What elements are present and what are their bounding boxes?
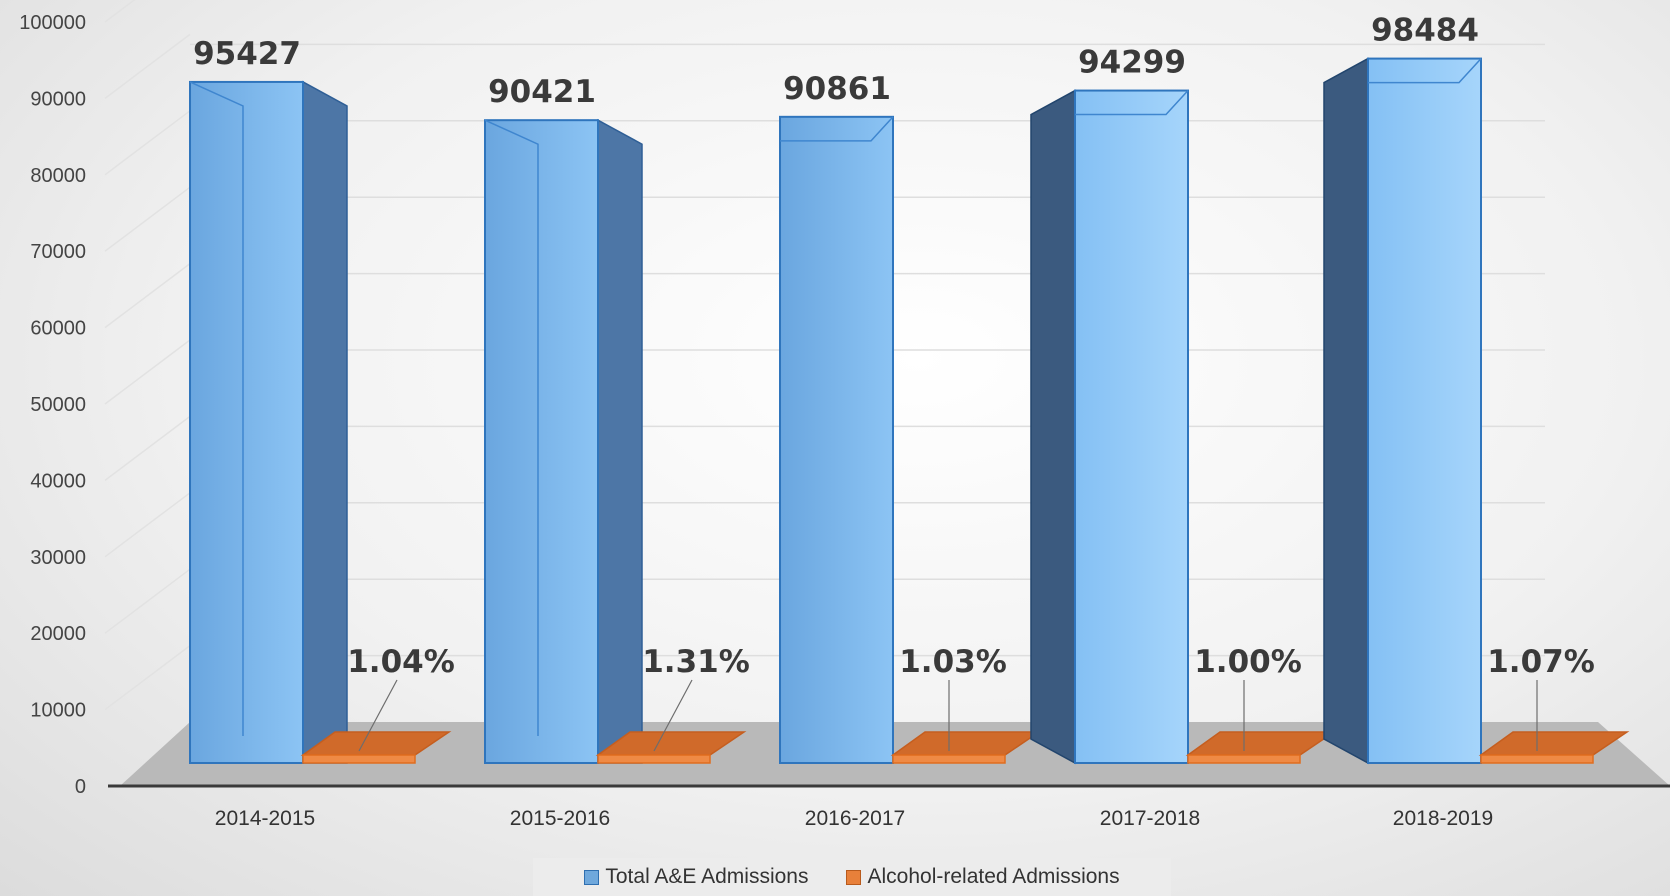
grid-diagonal bbox=[104, 492, 191, 558]
y-tick-label: 100000 bbox=[19, 12, 86, 34]
y-tick-label: 50000 bbox=[30, 394, 86, 416]
y-tick-label: 80000 bbox=[30, 165, 86, 187]
y-tick-label: 60000 bbox=[30, 318, 86, 340]
y-tick-label: 10000 bbox=[30, 700, 86, 722]
grid-diagonal bbox=[104, 186, 191, 252]
grid-diagonal bbox=[104, 568, 191, 634]
y-tick-label: 20000 bbox=[30, 623, 86, 645]
legend-item-total: Total A&E Admissions bbox=[584, 865, 808, 889]
data-label-total: 90421 bbox=[488, 74, 596, 110]
grid-diagonal bbox=[104, 263, 191, 329]
x-tick-label: 2018-2019 bbox=[1393, 807, 1493, 830]
bar-total bbox=[484, 119, 599, 765]
x-tick-label: 2015-2016 bbox=[510, 807, 610, 830]
bar-alcohol bbox=[892, 754, 1006, 764]
x-tick-label: 2017-2018 bbox=[1100, 807, 1200, 830]
data-label-alcohol: 1.00% bbox=[1194, 644, 1302, 680]
data-label-total: 95427 bbox=[193, 36, 301, 72]
data-label-alcohol: 1.31% bbox=[642, 644, 750, 680]
bar-total-edge bbox=[1368, 58, 1482, 84]
grid-diagonal bbox=[104, 339, 191, 405]
y-tick-label: 30000 bbox=[30, 547, 86, 569]
legend-swatch-total bbox=[584, 869, 600, 885]
leader-line bbox=[358, 679, 398, 752]
x-tick-label: 2016-2017 bbox=[805, 807, 905, 830]
data-label-alcohol: 1.07% bbox=[1487, 644, 1595, 680]
data-label-alcohol: 1.03% bbox=[899, 644, 1007, 680]
leader-line bbox=[653, 679, 693, 752]
x-tick-label: 2014-2015 bbox=[215, 807, 315, 830]
bar-total-edge bbox=[780, 116, 894, 142]
legend-swatch-alcohol bbox=[846, 869, 862, 885]
bar-total-edge bbox=[484, 119, 539, 736]
grid-diagonal bbox=[104, 0, 136, 23]
bar-total-side bbox=[1030, 89, 1076, 765]
y-tick-label: 0 bbox=[75, 776, 86, 798]
grid-diagonal bbox=[104, 110, 191, 176]
data-label-total: 90861 bbox=[783, 71, 891, 107]
bar-total-side bbox=[597, 118, 643, 764]
data-label-total: 98484 bbox=[1371, 13, 1479, 49]
grid-diagonal bbox=[104, 645, 191, 711]
y-tick-label: 70000 bbox=[30, 241, 86, 263]
bar-total-side bbox=[302, 80, 348, 764]
bar-total bbox=[1367, 57, 1482, 765]
legend-item-alcohol: Alcohol-related Admissions bbox=[846, 865, 1120, 889]
legend: Total A&E Admissions Alcohol-related Adm… bbox=[533, 858, 1171, 896]
bar-alcohol bbox=[1480, 754, 1594, 764]
data-label-alcohol: 1.04% bbox=[347, 644, 455, 680]
legend-label-alcohol: Alcohol-related Admissions bbox=[867, 865, 1120, 888]
y-tick-label: 40000 bbox=[30, 470, 86, 492]
grid-diagonal bbox=[104, 415, 191, 481]
legend-label-total: Total A&E Admissions bbox=[605, 865, 809, 888]
bar-alcohol bbox=[597, 754, 711, 764]
data-label-total: 94299 bbox=[1078, 45, 1186, 81]
bar-total-edge bbox=[189, 81, 244, 736]
bar-total bbox=[779, 115, 894, 764]
bar-total bbox=[189, 80, 304, 764]
bar-total bbox=[1074, 89, 1189, 764]
bar-alcohol bbox=[302, 754, 416, 764]
bar-total-edge bbox=[1075, 90, 1189, 116]
bar-total-side bbox=[1323, 57, 1369, 765]
y-tick-label: 90000 bbox=[30, 88, 86, 110]
grid-diagonal bbox=[104, 33, 191, 99]
bar-alcohol bbox=[1187, 754, 1301, 764]
